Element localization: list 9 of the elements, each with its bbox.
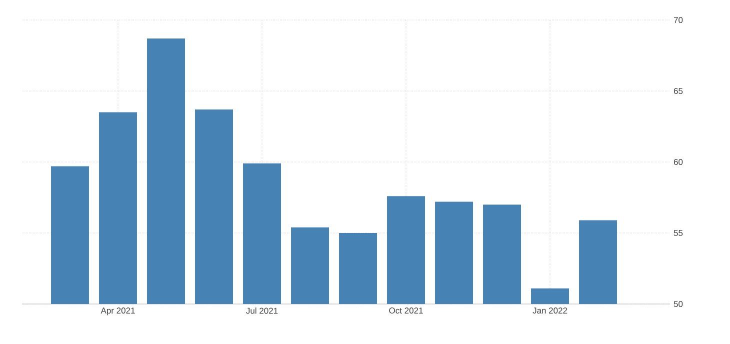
y-tick-label: 65: [674, 88, 683, 94]
x-tick-label: Jan 2022: [532, 308, 568, 314]
y-tick-label: 60: [674, 158, 683, 165]
y-tick-label: 55: [674, 230, 683, 236]
y-tick-label: 50: [674, 300, 683, 308]
y-tick-label: 70: [674, 16, 683, 23]
x-tick-label: Apr 2021: [100, 308, 135, 316]
x-tick-label: Jul 2021: [246, 308, 278, 314]
x-tick-label: Oct 2021: [389, 308, 423, 314]
